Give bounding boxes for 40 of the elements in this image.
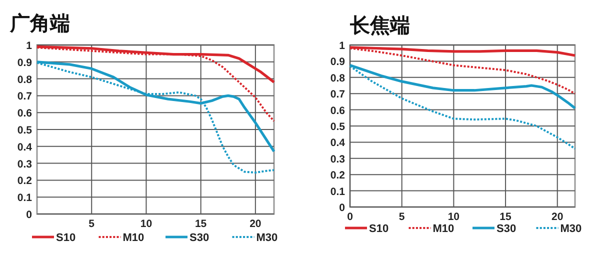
legend-label: M10 [432,223,454,235]
legend-label: M30 [256,232,278,244]
y-tick-label: 0.2 [17,175,32,188]
y-tick-label: 0.9 [17,56,32,69]
legend-label: S10 [56,232,76,244]
y-tick-label: 0.7 [17,90,32,103]
legend-label: S10 [369,223,389,235]
y-tick-label: 0.1 [330,186,346,198]
y-tick-label: 0.8 [330,72,346,84]
y-tick-label: 1 [26,40,32,52]
legend-label: S30 [190,232,210,244]
y-tick-label: 0.2 [330,170,346,182]
y-tick-label: 0.3 [17,158,32,170]
legend-label: M30 [560,223,582,235]
chart-title: 广角端 [9,12,70,35]
y-tick-label: 0.3 [330,153,346,166]
y-tick-label: 0.4 [17,141,32,154]
x-tick-label: 15 [500,211,512,223]
y-tick-label: 0.1 [17,192,32,204]
y-tick-label: 0.6 [330,104,346,117]
y-tick-label: 0.6 [17,108,32,120]
x-tick-label: 20 [552,211,564,223]
y-tick-label: 0 [339,202,346,214]
y-tick-label: 1 [339,40,346,52]
y-tick-label: 0.5 [330,121,346,133]
y-tick-label: 0.9 [330,56,346,68]
x-tick-label: 20 [250,218,262,230]
x-tick-label: 0 [347,211,354,223]
y-tick-label: 0.8 [17,74,32,86]
y-tick-label: 0.7 [330,88,346,101]
chart-title: 长焦端 [349,15,410,37]
x-tick-label: 10 [448,211,460,223]
legend-label: M10 [122,232,144,244]
y-tick-label: 0.5 [17,124,32,136]
x-tick-label: 10 [140,218,152,230]
x-tick-label: 5 [398,211,405,223]
x-tick-label: 5 [88,218,95,230]
y-tick-label: 0.4 [330,137,346,150]
x-tick-label: 15 [194,218,207,230]
legend-label: S30 [496,223,516,235]
